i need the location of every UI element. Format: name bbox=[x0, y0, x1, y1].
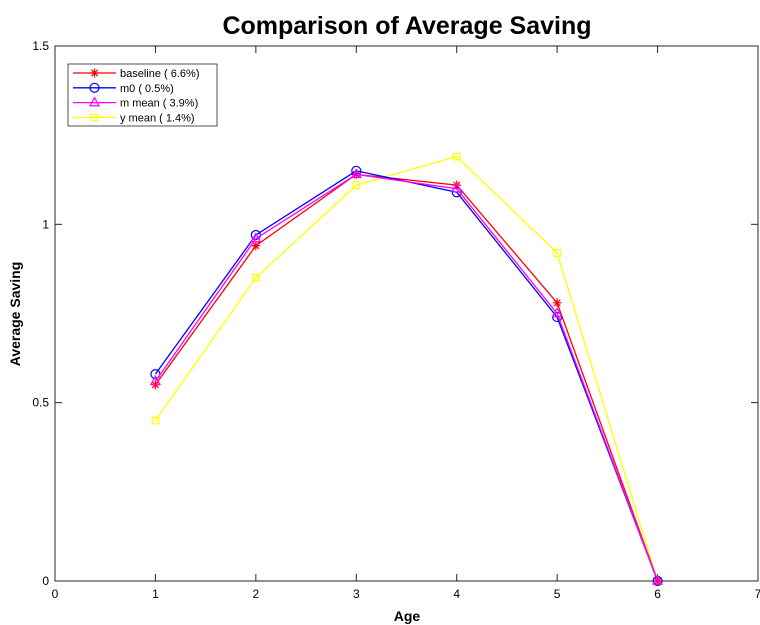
series-triangle bbox=[149, 168, 664, 585]
x-tick-label: 7 bbox=[755, 587, 760, 601]
data-point-asterisk bbox=[452, 180, 462, 190]
x-tick-label: 1 bbox=[152, 587, 159, 601]
data-point-asterisk bbox=[251, 241, 261, 251]
series-square bbox=[151, 152, 662, 585]
x-tick-label: 3 bbox=[353, 587, 360, 601]
data-point-square bbox=[452, 152, 461, 161]
data-point-circle bbox=[351, 165, 362, 176]
y-tick-label: 1.5 bbox=[32, 39, 49, 53]
legend: baseline ( 6.6%) m0 ( 0.5%) m mean ( 3.9%)… bbox=[67, 63, 218, 127]
data-point-square bbox=[352, 181, 361, 190]
legend-label-circle: m0 ( 0.5%) bbox=[120, 83, 174, 95]
plot-frame bbox=[54, 45, 759, 582]
data-point-triangle bbox=[350, 168, 362, 179]
legend-marker-square bbox=[90, 113, 99, 122]
data-point-square bbox=[553, 248, 562, 257]
data-point-triangle bbox=[652, 574, 664, 585]
data-point-triangle bbox=[451, 182, 463, 193]
x-tick-label: 6 bbox=[654, 587, 661, 601]
y-tick-label: 1 bbox=[42, 217, 49, 231]
legend-marker-triangle bbox=[88, 96, 101, 107]
data-point-asterisk bbox=[552, 298, 562, 308]
y-tick-label: 0.5 bbox=[32, 396, 49, 410]
x-tick-label: 2 bbox=[253, 587, 260, 601]
data-point-square bbox=[251, 273, 260, 282]
data-point-square bbox=[151, 416, 160, 425]
legend-marker-circle bbox=[89, 82, 100, 93]
plot-area bbox=[54, 45, 759, 582]
series-layer bbox=[149, 152, 664, 587]
series-line-square bbox=[154, 155, 659, 582]
y-tick-label: 0 bbox=[42, 574, 49, 588]
y-axis-label: Average Saving bbox=[7, 262, 23, 367]
x-tick-label: 5 bbox=[554, 587, 561, 601]
legend-marker-asterisk bbox=[90, 68, 99, 78]
data-point-triangle bbox=[250, 232, 262, 243]
legend-label-triangle: m mean ( 3.9%) bbox=[120, 98, 198, 110]
x-axis-label: Age bbox=[394, 608, 421, 624]
data-point-triangle bbox=[149, 375, 161, 386]
series-line-triangle bbox=[154, 173, 659, 582]
chart-title: Comparison of Average Saving bbox=[222, 12, 591, 40]
series-line-asterisk bbox=[154, 173, 659, 582]
data-point-triangle bbox=[551, 307, 563, 318]
axis-ticks: 0 1 2 3 4 5 6 7 0 0.5 1 1.5 bbox=[32, 39, 760, 601]
x-tick-label: 4 bbox=[453, 587, 460, 601]
x-tick-label: 0 bbox=[52, 587, 59, 601]
legend-label-square: y mean ( 1.4%) bbox=[120, 112, 195, 124]
legend-label-asterisk: baseline ( 6.6%) bbox=[120, 68, 200, 80]
